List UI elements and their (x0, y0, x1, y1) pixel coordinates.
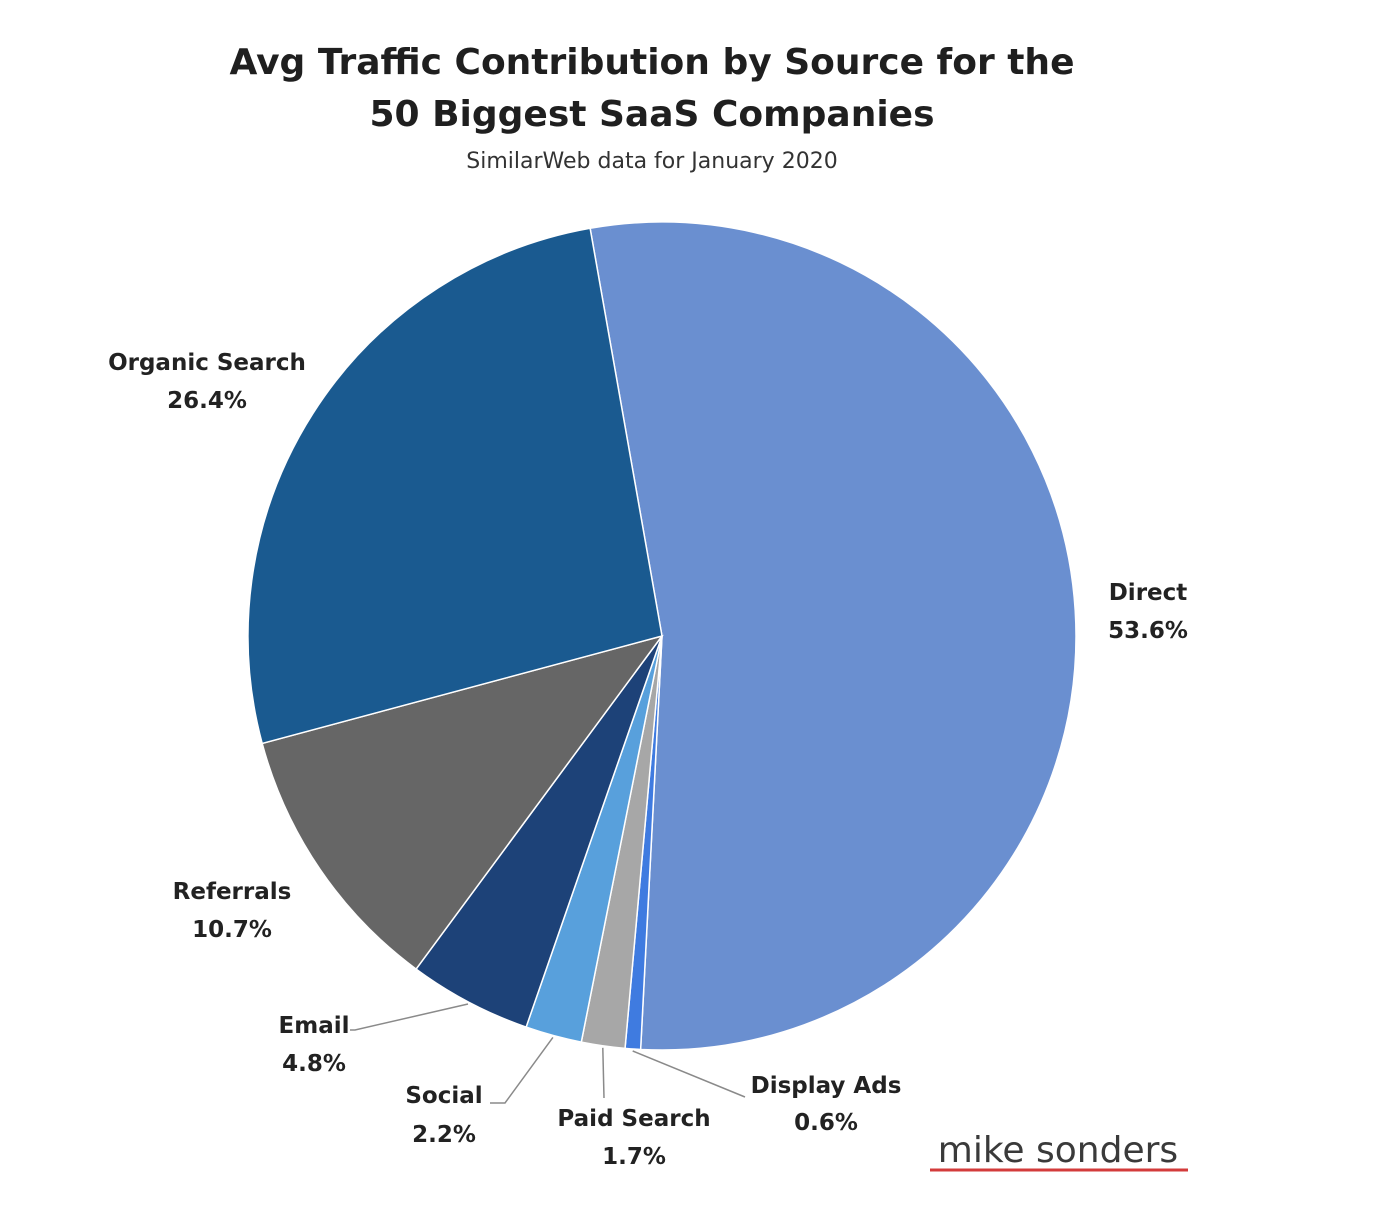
slice-label-social-name: Social (405, 1083, 482, 1109)
slice-label-referrals-value: 10.7% (192, 917, 272, 943)
slice-label-organic-search-name: Organic Search (108, 350, 306, 376)
slice-label-organic-search-value: 26.4% (167, 388, 247, 414)
slice-label-email-value: 4.8% (282, 1051, 346, 1077)
slice-label-display-ads-name: Display Ads (751, 1073, 902, 1099)
leader-line-paid-search (602, 1047, 605, 1099)
chart-subtitle: SimilarWeb data for January 2020 (466, 149, 837, 174)
brand-logo-text: mike sonders (938, 1130, 1178, 1171)
slice-label-direct-value: 53.6% (1108, 618, 1188, 644)
slice-label-social-value: 2.2% (412, 1122, 476, 1148)
label-leader-lines (350, 1003, 746, 1104)
slice-label-paid-search-value: 1.7% (602, 1144, 666, 1170)
leader-line-display-ads (632, 1050, 746, 1098)
pie-slice-organic-search (247, 227, 663, 745)
slice-label-paid-search-name: Paid Search (557, 1106, 710, 1132)
pie-slices (247, 221, 1077, 1051)
leader-line-social (490, 1036, 554, 1104)
pie-slice-referrals (261, 634, 664, 971)
slice-label-display-ads-value: 0.6% (794, 1110, 858, 1136)
pie-slice-direct (589, 221, 1077, 1051)
slice-label-direct-name: Direct (1109, 580, 1188, 606)
slice-label-referrals-name: Referrals (173, 879, 292, 905)
slice-label-email-name: Email (279, 1013, 350, 1039)
chart-title-line-2: 50 Biggest SaaS Companies (369, 94, 934, 135)
chart-title-line-1: Avg Traffic Contribution by Source for t… (230, 42, 1075, 83)
leader-line-email (350, 1003, 469, 1031)
